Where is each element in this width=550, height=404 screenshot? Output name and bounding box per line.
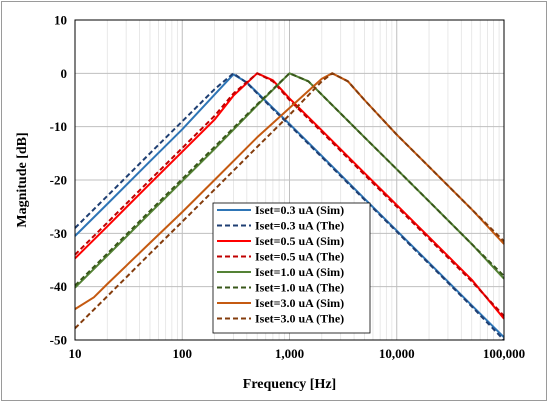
series-lines [74, 72, 505, 341]
y-tick-label: -50 [50, 333, 67, 348]
y-tick-label: -20 [50, 173, 67, 188]
legend-label-3: Iset=0.5 uA (Sim) [255, 234, 344, 248]
tick-labels: 10 100 1,000 10,000 100,000100-10-20-30-40-5… [50, 13, 525, 362]
legend-label-7: Iset=3.0 uA (Sim) [255, 296, 344, 310]
y-tick-label: -40 [50, 279, 67, 294]
y-tick-label: 10 [54, 13, 67, 28]
x-tick-label: 10 [69, 346, 82, 361]
legend-label-2: Iset=0.3 uA (The) [255, 219, 344, 233]
legend-label-6: Iset=1.0 uA (The) [255, 281, 344, 295]
y-tick-label: -30 [50, 226, 67, 241]
legend-label-1: Iset=0.3 uA (Sim) [255, 203, 344, 217]
series-line-2 [74, 72, 505, 341]
legend-label-5: Iset=1.0 uA (Sim) [255, 265, 344, 279]
x-tick-label: 10,000 [379, 346, 415, 361]
x-tick-label: 100,000 [483, 346, 525, 361]
series-line-8 [74, 72, 505, 330]
x-tick-label: 1,000 [275, 346, 304, 361]
plot-area-border [74, 19, 505, 341]
legend-label-4: Iset=0.5 uA (The) [255, 250, 344, 264]
legend-label-8: Iset=3.0 uA (The) [255, 312, 344, 326]
y-tick-label: 0 [61, 66, 68, 81]
series-line-6 [74, 72, 505, 287]
x-axis-label: Frequency [Hz] [243, 377, 336, 392]
legend: Iset=0.3 uA (Sim)Iset=0.3 uA (The)Iset=0… [212, 202, 371, 334]
y-tick-label: -10 [50, 119, 67, 134]
x-tick-label: 100 [173, 346, 193, 361]
y-axis-label: Magnitude [dB] [15, 132, 30, 227]
legend-box [212, 202, 371, 334]
series-line-4 [74, 72, 505, 317]
